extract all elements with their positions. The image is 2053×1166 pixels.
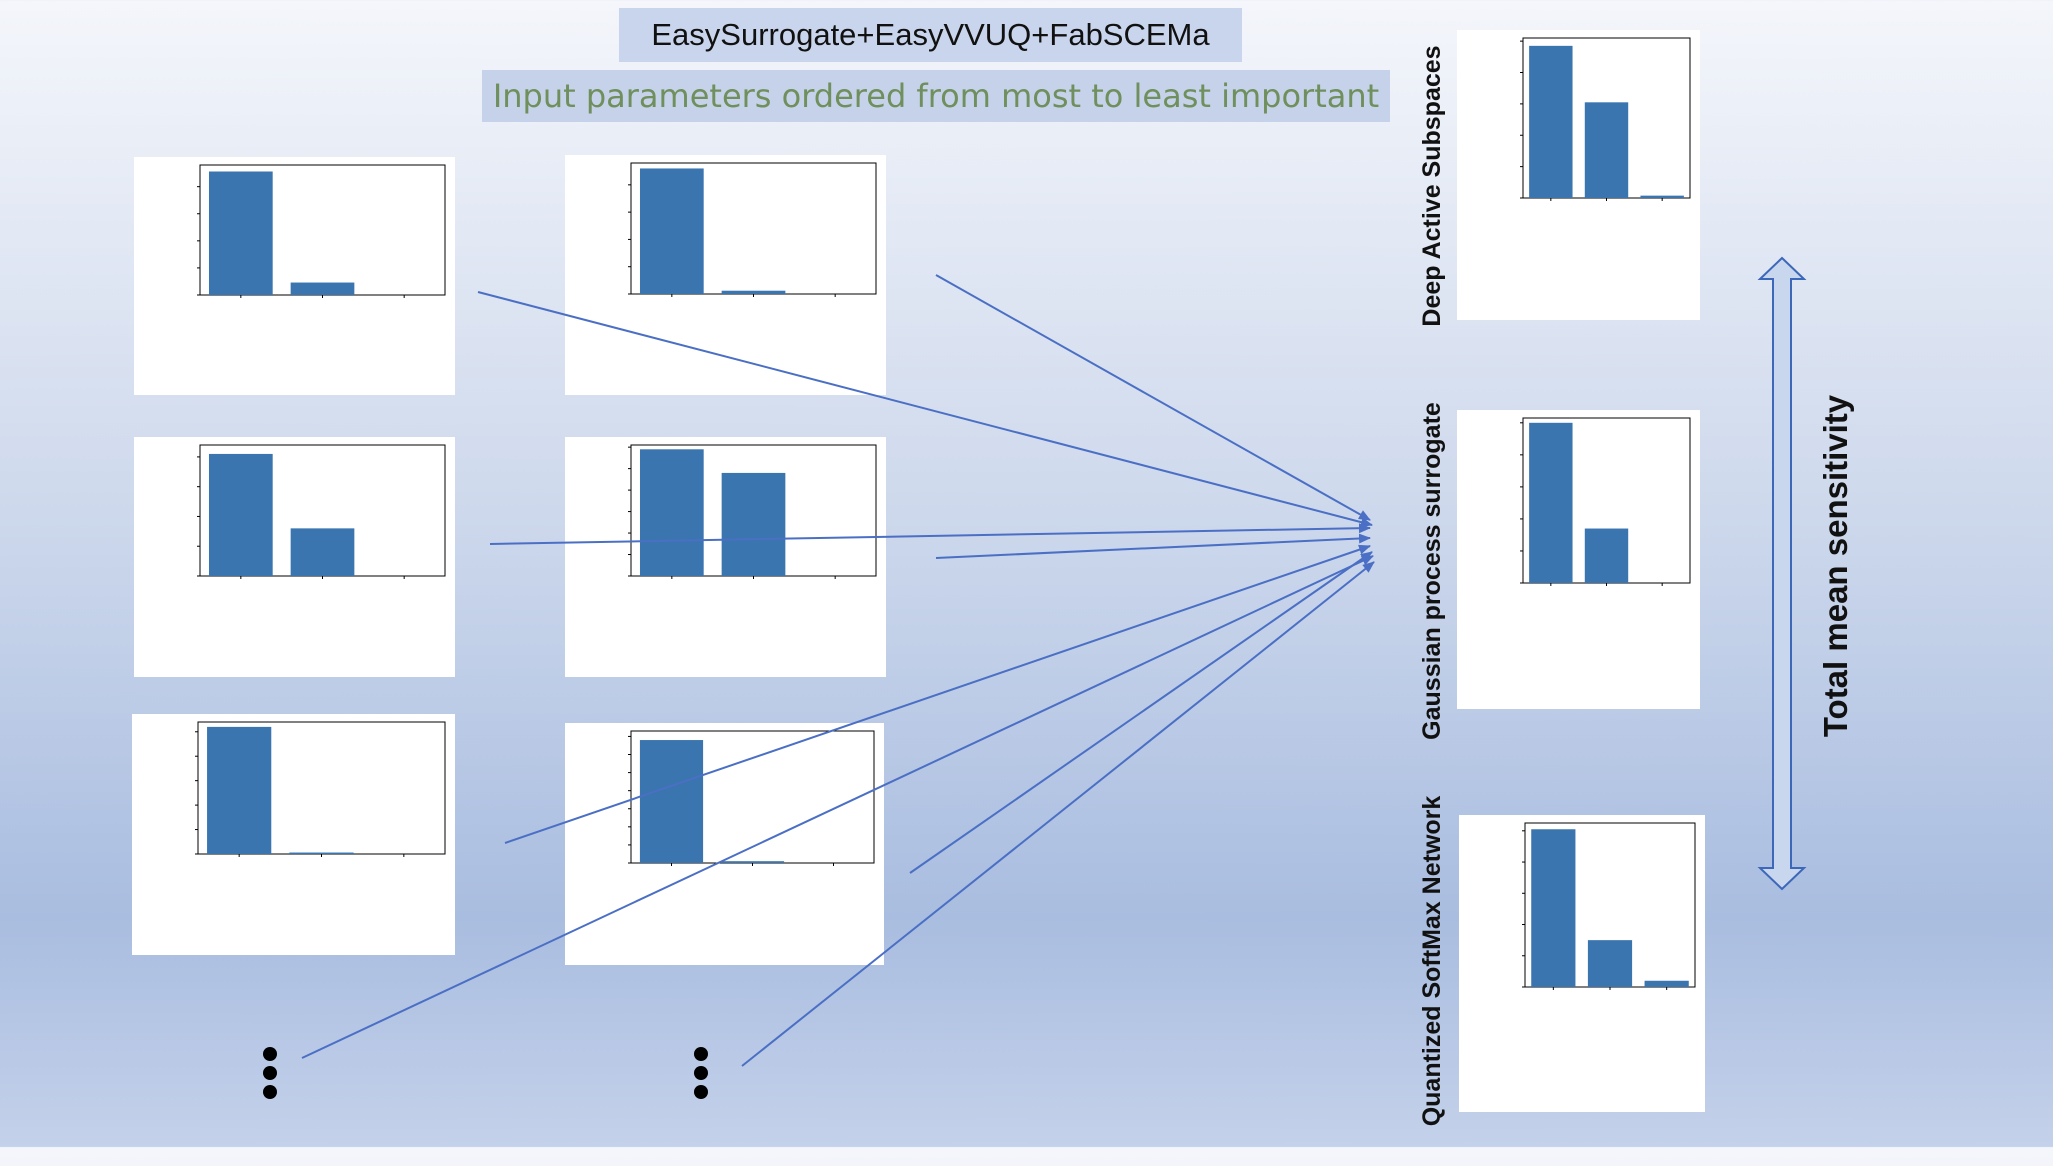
bar-chart-svg <box>1520 417 1691 586</box>
bar <box>1587 940 1633 987</box>
sensitivity-arrow <box>909 551 1373 874</box>
bar <box>290 528 355 576</box>
bar <box>720 861 785 863</box>
bar <box>289 852 354 854</box>
bar-chart-svg <box>628 730 875 866</box>
bar <box>639 449 704 576</box>
page-title: EasySurrogate+EasyVVUQ+FabSCEMa <box>619 8 1242 62</box>
bar <box>1640 195 1684 198</box>
bar-chart-svg <box>195 721 446 857</box>
more-runs-ellipsis-left <box>263 1047 277 1104</box>
bar <box>1584 102 1629 198</box>
method-label-qsn: Quantized SoftMax Network <box>1417 795 1446 1127</box>
bar <box>721 290 786 294</box>
bar <box>1531 829 1576 987</box>
bar-chart-svg <box>197 444 446 579</box>
bar <box>721 472 786 576</box>
sensitivity-chart-4 <box>565 437 886 677</box>
bar <box>1529 45 1573 198</box>
bar <box>1644 980 1689 987</box>
sensitivity-chart-3 <box>134 437 455 677</box>
bar <box>208 453 273 576</box>
bar <box>208 171 273 295</box>
sensitivity-arrow <box>935 274 1371 521</box>
quantized-softmax-chart <box>1459 815 1705 1112</box>
bar-chart-svg <box>628 444 877 579</box>
gaussian-process-chart <box>1457 410 1700 709</box>
bar <box>1529 422 1573 583</box>
more-runs-ellipsis-right <box>694 1047 708 1104</box>
sensitivity-chart-5 <box>132 714 455 955</box>
bar <box>290 282 355 295</box>
bar <box>639 740 704 863</box>
bar <box>207 726 272 854</box>
bar-chart-svg <box>197 164 446 298</box>
double-arrow-icon <box>1757 256 1807 891</box>
sensitivity-chart-2 <box>565 155 886 395</box>
sensitivity-chart-6 <box>565 723 884 965</box>
bar <box>639 168 704 294</box>
deep-active-subspaces-chart <box>1457 30 1700 320</box>
method-label-das: Deep Active Subspaces <box>1417 45 1446 327</box>
bar-chart-svg <box>628 162 877 297</box>
sensitivity-arrow <box>935 533 1371 559</box>
sensitivity-chart-1 <box>134 157 455 395</box>
bar <box>1584 528 1629 583</box>
bar-chart-svg <box>1522 822 1696 990</box>
page-subtitle: Input parameters ordered from most to le… <box>482 70 1390 122</box>
bar-chart-svg <box>1520 37 1691 201</box>
method-label-gp: Gaussian process surrogate <box>1417 402 1446 740</box>
total-mean-sensitivity-label: Total mean sensitivity <box>1817 394 1854 738</box>
